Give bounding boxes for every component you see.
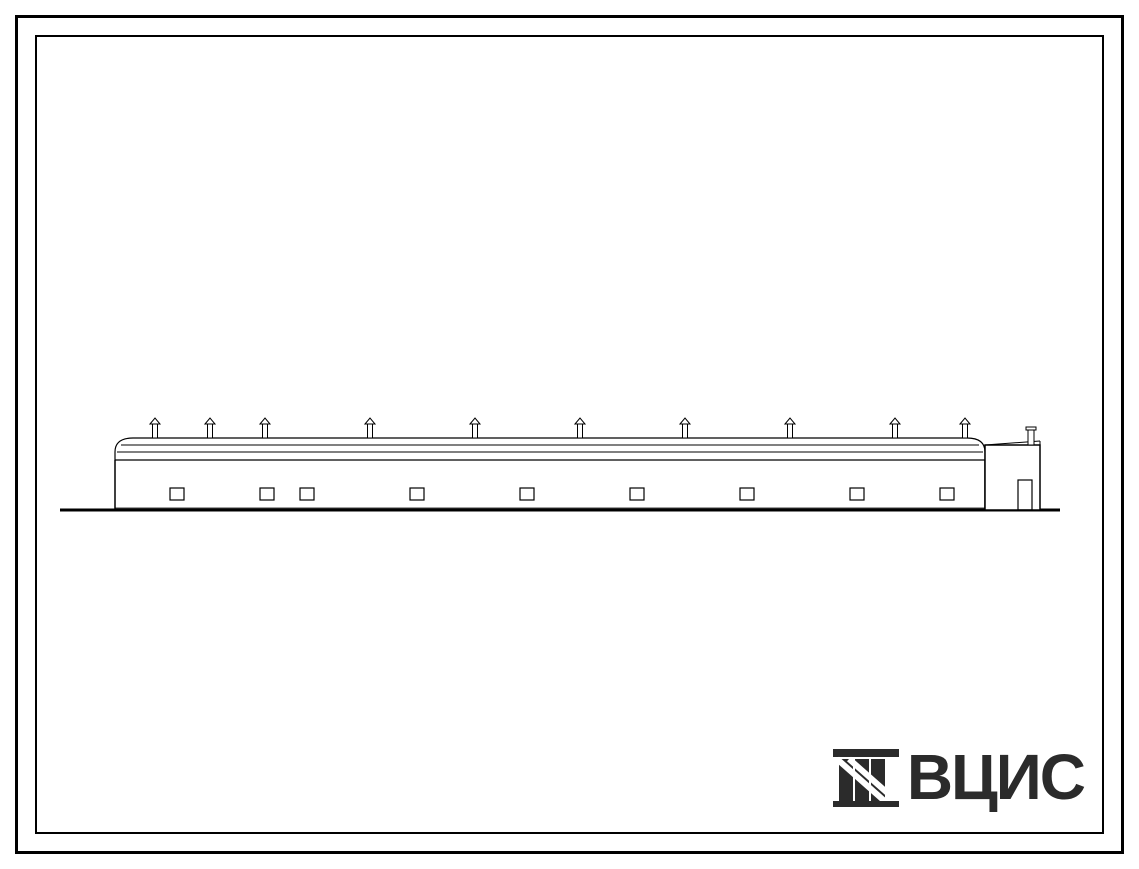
logo-mark-icon	[831, 747, 901, 807]
logo: ВЦИС	[831, 740, 1084, 814]
logo-text: ВЦИС	[907, 740, 1084, 814]
elevation-drawing	[60, 390, 1060, 530]
